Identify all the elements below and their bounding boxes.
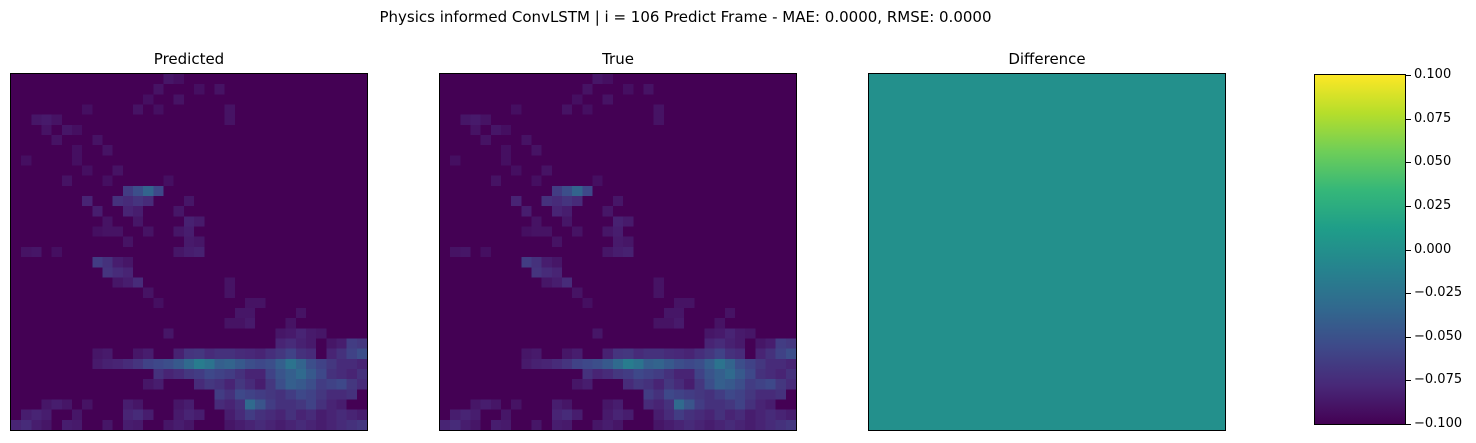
heatmap-difference-cells [869,74,1225,430]
heatmap-difference [868,73,1226,431]
colorbar-tick [1406,75,1411,76]
colorbar-tick-label: 0.000 [1414,241,1452,257]
colorbar [1314,74,1406,425]
colorbar-tick [1406,424,1411,425]
colorbar-tick-label: 0.075 [1414,110,1452,126]
heatmap-true-cells [440,74,796,430]
colorbar-tick [1406,293,1411,295]
colorbar-tick-label: 0.050 [1414,154,1452,170]
heatmap-predicted [10,73,368,431]
colorbar-tick [1406,162,1411,164]
colorbar-tick [1406,249,1411,251]
colorbar-tick [1406,336,1411,338]
colorbar-tick-label: 0.100 [1414,67,1452,82]
colorbar-tick-label: 0.025 [1414,197,1452,213]
panel-title-difference: Difference [1008,50,1086,68]
figure-suptitle: Physics informed ConvLSTM | i = 106 Pred… [379,8,992,26]
colorbar-tick-label: −0.025 [1414,285,1463,301]
colorbar-tick [1406,118,1411,120]
panel-title-true: True [602,50,634,68]
colorbar-tick-label: −0.100 [1414,416,1463,431]
colorbar-tick-label: −0.050 [1414,328,1463,344]
colorbar-tick-label: −0.075 [1414,372,1463,388]
heatmap-true [439,73,797,431]
colorbar-tick [1406,380,1411,382]
colorbar-tick [1406,205,1411,207]
heatmap-predicted-cells [11,74,367,430]
panel-title-predicted: Predicted [153,50,225,68]
